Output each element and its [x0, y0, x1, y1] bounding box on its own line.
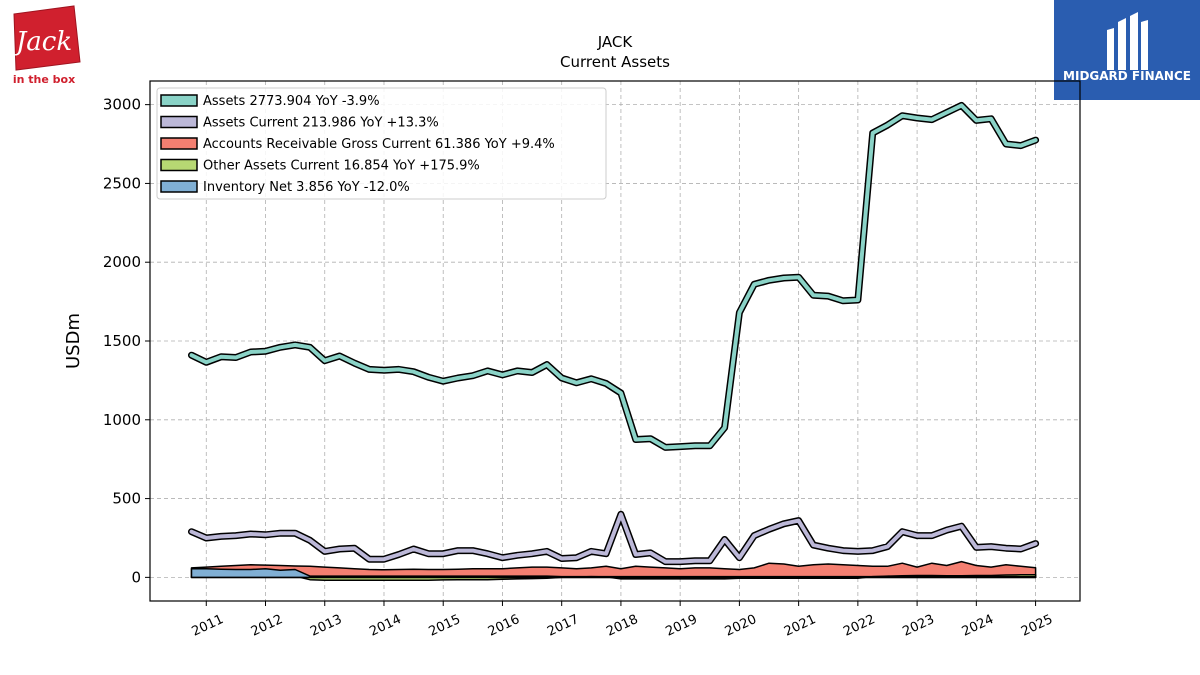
- legend-entry: Accounts Receivable Gross Current 61.386…: [203, 137, 555, 152]
- x-tick-label: 2020: [723, 612, 759, 640]
- jack-in-the-box-logo: Jack in the box: [11, 5, 81, 86]
- chart-title: JACK: [597, 33, 634, 51]
- x-tick-label: 2017: [545, 612, 581, 640]
- series-line-assets-current: [189, 512, 1038, 564]
- y-axis-label: USDm: [63, 313, 84, 369]
- x-tick-label: 2025: [1019, 612, 1055, 640]
- y-tick-label: 1000: [103, 411, 141, 429]
- chart-subtitle: Current Assets: [560, 53, 670, 71]
- y-tick-label: 0: [131, 568, 141, 586]
- x-tick-label: 2021: [782, 612, 818, 640]
- y-tick-label: 2500: [103, 174, 141, 192]
- logo-tagline-text: in the box: [13, 73, 75, 86]
- series-area-inventory-net: [190, 567, 1037, 579]
- x-tick-label: 2015: [427, 612, 463, 640]
- legend-box: [156, 87, 607, 200]
- legend-swatch: [160, 180, 198, 193]
- legend-swatch: [160, 137, 198, 150]
- x-tick-label: 2024: [960, 612, 996, 640]
- legend-swatch: [160, 158, 198, 172]
- series-layer: [188, 101, 1040, 581]
- legend: Assets 2773.904 YoY -3.9% Assets Current …: [156, 87, 607, 200]
- y-tick-label: 2000: [103, 253, 141, 271]
- x-tick-label: 2018: [604, 612, 640, 640]
- x-tick-label: 2022: [841, 612, 877, 640]
- x-tick-label: 2014: [367, 612, 403, 640]
- x-tick-label: 2023: [900, 612, 936, 640]
- legend-entry: Inventory Net 3.856 YoY -12.0%: [203, 180, 410, 195]
- x-tick-label: 2011: [190, 612, 226, 640]
- legend-entry: Assets Current 213.986 YoY +13.3%: [203, 116, 439, 131]
- x-tick-label: 2019: [664, 612, 700, 640]
- midgard-finance-logo: MIDGARD FINANCE: [1054, 0, 1200, 100]
- legend-entry: Assets 2773.904 YoY -3.9%: [203, 94, 380, 109]
- midgard-finance-name: MIDGARD FINANCE: [1063, 69, 1191, 83]
- x-tick-label: 2013: [308, 612, 344, 640]
- legend-swatch: [160, 94, 198, 107]
- y-tick-label: 1500: [103, 332, 141, 350]
- x-tick-label: 2012: [249, 612, 285, 640]
- series-line-assets: [189, 103, 1038, 450]
- y-tick-label: 3000: [103, 96, 141, 114]
- legend-entry: Other Assets Current 16.854 YoY +175.9%: [203, 159, 480, 174]
- logo-brand-text: Jack: [11, 27, 72, 57]
- midgard-emblem-icon: [1107, 12, 1148, 70]
- series-area-accounts-receivable-gross-current: [190, 560, 1037, 579]
- y-tick-label: 500: [112, 490, 141, 508]
- x-tick-label: 2016: [486, 612, 522, 640]
- legend-swatch: [160, 115, 198, 129]
